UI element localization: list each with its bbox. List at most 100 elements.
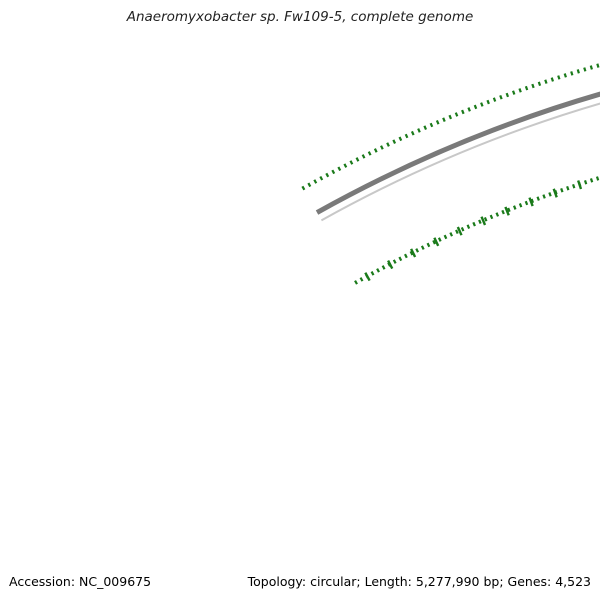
scale-minor-tick [583, 67, 587, 72]
inner-major-tick [480, 216, 487, 226]
accession-label: Accession: NC_009675 [9, 574, 152, 589]
inner-minor-tick [483, 217, 488, 222]
scale-minor-tick [518, 88, 522, 93]
inner-major-tick [364, 272, 371, 282]
backbone-inner-arc [320, 102, 600, 222]
inner-major-tick [504, 206, 510, 216]
inner-minor-tick [572, 183, 576, 189]
inner-minor-tick [376, 268, 380, 273]
inner-minor-tick [359, 277, 364, 282]
scale-minor-tick [531, 83, 535, 89]
inner-minor-tick [437, 237, 442, 242]
inner-minor-tick [404, 253, 408, 259]
scale-minor-tick [361, 154, 366, 159]
scale-minor-tick [417, 128, 421, 133]
backbone-outer-arc [315, 91, 600, 215]
inner-minor-tick [426, 242, 431, 248]
scale-minor-tick [537, 81, 542, 87]
inner-major-tick [387, 260, 394, 270]
scale-minor-tick [576, 69, 580, 74]
inner-minor-tick [370, 271, 375, 276]
scale-minor-tick [343, 163, 348, 168]
inner-minor-tick [495, 212, 500, 217]
scale-minor-tick [557, 75, 561, 80]
scale-minor-tick [325, 172, 330, 178]
scale-minor-tick [563, 73, 567, 78]
inner-minor-tick [518, 203, 523, 208]
scale-minor-tick [398, 136, 403, 142]
scale-minor-tick [505, 92, 510, 98]
inner-minor-tick [536, 196, 540, 201]
inner-minor-tick [443, 234, 448, 240]
scale-minor-tick [454, 112, 459, 117]
scale-minor-tick [486, 99, 490, 105]
scale-minor-tick [512, 90, 516, 95]
inner-minor-tick [507, 207, 511, 213]
inner-minor-tick [466, 224, 471, 229]
scale-minor-tick [570, 71, 574, 76]
inner-minor-tick [392, 259, 397, 264]
inner-minor-tick [420, 245, 425, 250]
scale-minor-tick [380, 145, 384, 150]
scale-minor-tick [596, 63, 600, 68]
scale-minor-tick [307, 182, 312, 188]
scale-minor-tick [499, 95, 503, 100]
scale-minor-tick [373, 148, 378, 153]
inner-minor-tick [548, 192, 552, 197]
scale-minor-tick [467, 107, 471, 112]
scale-minor-tick [337, 166, 342, 172]
inner-minor-tick [478, 219, 482, 225]
map-title: Anaeromyxobacter sp. Fw109-5, complete g… [126, 9, 474, 25]
inner-minor-tick [381, 265, 386, 270]
inner-minor-tick [589, 178, 594, 183]
scale-minor-tick [429, 122, 434, 128]
genome-summary: Topology: circular; Length: 5,277,990 bp… [247, 574, 591, 589]
inner-minor-tick [501, 209, 505, 215]
inner-minor-tick [489, 214, 494, 220]
scale-minor-tick [386, 142, 390, 147]
scale-minor-tick [410, 130, 415, 136]
scale-minor-tick [301, 185, 306, 191]
scale-minor-tick [404, 133, 409, 139]
inner-major-tick [528, 197, 534, 207]
inner-minor-tick [460, 226, 465, 232]
scale-minor-tick [392, 139, 397, 144]
inner-minor-tick [524, 200, 529, 206]
inner-minor-tick [530, 198, 535, 204]
scale-minor-tick [331, 169, 336, 175]
inner-minor-tick [472, 221, 476, 227]
scale-minor-tick [423, 125, 428, 130]
inner-minor-tick [595, 176, 600, 181]
scale-minor-tick [589, 65, 593, 70]
scale-minor-tick [473, 104, 478, 110]
inner-minor-tick [512, 205, 517, 210]
inner-minor-tick [566, 185, 570, 191]
inner-major-tick [410, 248, 417, 258]
inner-minor-tick [583, 180, 588, 185]
scale-minor-tick [550, 77, 555, 82]
scale-minor-tick [480, 102, 484, 107]
inner-minor-tick [415, 248, 420, 253]
inner-minor-tick [398, 256, 403, 262]
scale-minor-tick [492, 97, 497, 102]
inner-major-tick [577, 180, 583, 190]
scale-minor-tick [355, 157, 360, 162]
inner-minor-tick [560, 187, 564, 193]
inner-minor-tick [432, 239, 436, 245]
backbone [315, 91, 600, 222]
inner-minor-tick [354, 280, 358, 285]
scale-minor-tick [435, 120, 440, 125]
scale-minor-tick [349, 160, 354, 165]
scale-minor-tick [448, 114, 453, 120]
inner-minor-tick [449, 232, 454, 237]
inner-major-tick [433, 237, 440, 247]
scale-minor-tick [524, 85, 529, 91]
scale-minor-tick [319, 175, 324, 181]
inner-major-tick [456, 226, 463, 236]
scale-ticks: 2155 kbp2156 kbp2157 kbp2158 kbp2159 kbp… [301, 63, 600, 285]
inner-minor-tick [455, 229, 459, 235]
scale-minor-tick [461, 109, 465, 115]
inner-major-tick [552, 188, 558, 198]
